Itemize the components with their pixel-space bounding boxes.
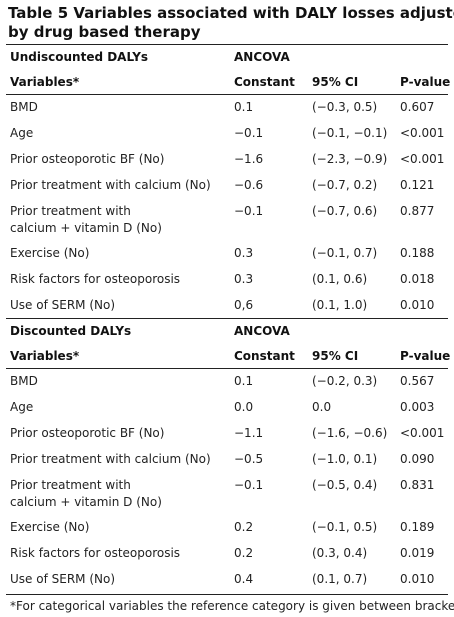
cell: 0.831 [400,478,435,492]
variable-name: Risk factors for osteoporosis [10,546,181,560]
cell: (−0.1, 0.7) [312,246,378,260]
rule [6,368,448,369]
title: by drug based therapy [8,23,201,41]
cell: 0.018 [400,272,435,286]
cell: 0.189 [400,520,435,534]
variable-name: Exercise (No) [10,520,90,534]
cell: 0,6 [234,298,254,312]
variable-name: Use of SERM (No) [10,572,115,586]
method-label: ANCOVA [234,50,290,64]
cell: 0.121 [400,178,435,192]
group-label: Discounted DALYs [10,324,132,338]
rule [6,44,448,45]
cell: −1.6 [234,152,264,166]
column-header: 95% CI [312,349,359,363]
column-header: P-value [400,349,451,363]
cell: 0.607 [400,100,435,114]
column-header: P-value [400,75,451,89]
column-header: Variables* [10,75,80,89]
cell: <0.001 [400,126,445,140]
title: Table 5 Variables associated with DALY l… [8,4,454,22]
variable-name: calcium + vitamin D (No) [10,495,162,509]
variable-name: Prior treatment with calcium (No) [10,178,211,192]
cell: 0.877 [400,204,435,218]
group-label: Undiscounted DALYs [10,50,149,64]
cell: 0.1 [234,374,254,388]
cell: 0.010 [400,572,435,586]
cell: (−2.3, −0.9) [312,152,388,166]
variable-name: Prior osteoporotic BF (No) [10,152,165,166]
cell: 0.1 [234,100,254,114]
cell: (0.1, 1.0) [312,298,368,312]
cell: (−0.7, 0.6) [312,204,378,218]
column-header: Constant [234,75,295,89]
cell: 0.2 [234,520,254,534]
rule [6,594,448,595]
variable-name: BMD [10,100,38,114]
column-header: Constant [234,349,295,363]
cell: 0.019 [400,546,435,560]
cell: (0.1, 0.7) [312,572,368,586]
footnote: *For categorical variables the reference… [10,599,454,613]
cell: −0.6 [234,178,264,192]
variable-name: Prior treatment with [10,478,131,492]
cell: 0.188 [400,246,435,260]
cell: −0.1 [234,126,264,140]
cell: (−0.2, 0.3) [312,374,378,388]
cell: −0.1 [234,204,264,218]
cell: −0.1 [234,478,264,492]
cell: 0.0 [312,400,332,414]
variable-name: Use of SERM (No) [10,298,115,312]
cell: 0.2 [234,546,254,560]
rule [6,94,448,95]
cell: 0.0 [234,400,254,414]
cell: (−1.6, −0.6) [312,426,388,440]
variable-name: Prior treatment with [10,204,131,218]
cell: 0.3 [234,272,254,286]
cell: 0.003 [400,400,435,414]
column-header: Variables* [10,349,80,363]
column-header: 95% CI [312,75,359,89]
variable-name: Exercise (No) [10,246,90,260]
method-label: ANCOVA [234,324,290,338]
cell: <0.001 [400,426,445,440]
variable-name: Prior treatment with calcium (No) [10,452,211,466]
cell: (−0.5, 0.4) [312,478,378,492]
cell: 0.090 [400,452,435,466]
variable-name: calcium + vitamin D (No) [10,221,162,235]
cell: (−0.1, −0.1) [312,126,388,140]
cell: (−1.0, 0.1) [312,452,378,466]
variable-name: Age [10,400,34,414]
cell: (0.1, 0.6) [312,272,368,286]
variable-name: Risk factors for osteoporosis [10,272,181,286]
variable-name: BMD [10,374,38,388]
cell: 0.010 [400,298,435,312]
cell: −0.5 [234,452,264,466]
variable-name: Prior osteoporotic BF (No) [10,426,165,440]
cell: (−0.7, 0.2) [312,178,378,192]
cell: (0.3, 0.4) [312,546,368,560]
variable-name: Age [10,126,34,140]
cell: 0.4 [234,572,254,586]
cell: (−0.3, 0.5) [312,100,378,114]
cell: (−0.1, 0.5) [312,520,378,534]
cell: 0.3 [234,246,254,260]
cell: <0.001 [400,152,445,166]
cell: 0.567 [400,374,435,388]
rule [6,318,448,319]
cell: −1.1 [234,426,264,440]
